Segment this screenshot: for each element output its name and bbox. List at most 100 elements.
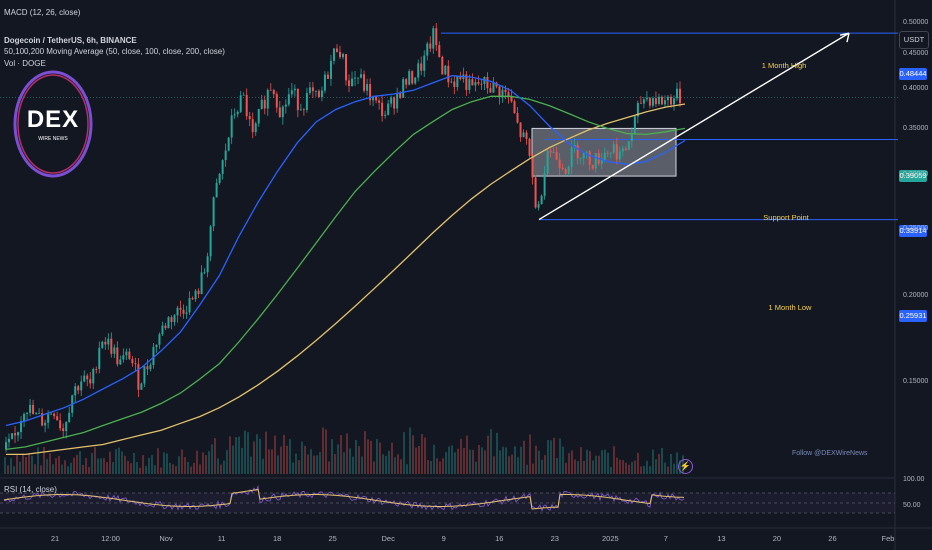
symbol-legend[interactable]: Dogecoin / TetherUS, 6h, BINANCE [4,36,137,45]
volume-bar [631,461,633,474]
volume-bar [250,456,252,474]
volume-bar [154,465,156,474]
candle-body [531,155,534,178]
candle-body [525,132,528,139]
volume-bar [415,447,417,474]
candle-body [272,90,275,95]
volume-bar [637,452,639,474]
volume-bar [313,455,315,474]
currency-button[interactable]: USDT [899,31,929,49]
candle-body [158,334,161,345]
candle-body [645,97,648,100]
candle-body [62,428,65,432]
candle-body [197,290,200,295]
volume-bar [319,452,321,474]
candle-body [227,137,230,151]
macd-legend[interactable]: MACD (12, 26, close) [4,8,81,17]
volume-bar [169,462,171,474]
candle-body [576,144,579,159]
volume-bar [10,458,12,474]
volume-bar [316,455,318,474]
candle-body [290,90,293,95]
candle-body [233,114,236,116]
ma-legend[interactable]: 50,100,200 Moving Average (50, close, 10… [4,47,225,56]
candle-body [155,344,158,347]
volume-bar [22,453,24,474]
volume-bar [85,458,87,474]
volume-bar [256,434,258,474]
volume-bar [364,431,366,474]
volume-bar [577,461,579,474]
volume-bar [127,460,129,474]
candle-body [170,317,173,323]
candle-body [543,173,546,196]
volume-bar [76,454,78,474]
volume-bar [193,462,195,474]
volume-bar [541,459,543,474]
volume-bar [91,453,93,474]
volume-bar [205,455,207,474]
candle-body [648,97,651,106]
volume-bar [43,446,45,474]
candle-body [426,43,429,56]
candle-body [287,94,290,105]
volume-bar [151,455,153,474]
volume-legend[interactable]: Vol · DOGE [4,59,46,68]
volume-bar [394,457,396,474]
volume-bar [244,430,246,474]
candle-body [224,150,227,161]
candle-body [651,98,654,106]
volume-bar [385,455,387,474]
volume-bar [292,462,294,474]
volume-bar [94,446,96,474]
candle-body [26,412,29,414]
candle-body [396,92,399,109]
volume-bar [28,453,30,474]
candle-body [137,364,140,390]
volume-bar [274,435,276,474]
volume-bar [574,459,576,474]
candle-body [501,89,504,98]
volume-bar [475,461,477,474]
candle-body [143,366,146,384]
volume-bar [634,460,636,474]
volume-bar [181,449,183,474]
candle-body [429,43,432,49]
volume-bar [544,455,546,474]
volume-bar [523,440,525,474]
rsi-band [0,493,895,513]
candle-body [32,404,35,414]
candle-body [618,151,621,160]
month-low-price: 0.25931 [899,310,927,322]
x-tick-label: 16 [495,534,504,543]
candle-body [672,98,675,105]
rsi-legend[interactable]: RSI (14, close) [4,485,57,494]
candle-body [465,74,468,91]
candle-body [438,45,441,58]
candle-body [432,28,435,49]
volume-bar [499,450,501,474]
candle-body [372,96,375,101]
candle-body [621,148,624,152]
volume-bar [598,455,600,474]
candle-body [23,413,26,421]
candle-body [459,76,462,80]
volume-bar [277,455,279,474]
candle-body [209,226,212,257]
volume-bar [172,464,174,474]
volume-bar [505,447,507,474]
y-tick-label: 0.50000 [903,18,929,26]
lightning-icon[interactable]: ⚡ [678,459,693,474]
volume-bar [382,454,384,474]
candle-body [414,77,417,84]
candle-body [179,307,182,310]
candle-body [305,92,308,110]
candle-body [630,133,633,142]
volume-bar [52,464,54,474]
volume-bar [226,450,228,474]
candle-body [275,94,278,108]
candle-body [188,298,191,313]
volume-bar [526,464,528,474]
volume-bar [469,449,471,474]
